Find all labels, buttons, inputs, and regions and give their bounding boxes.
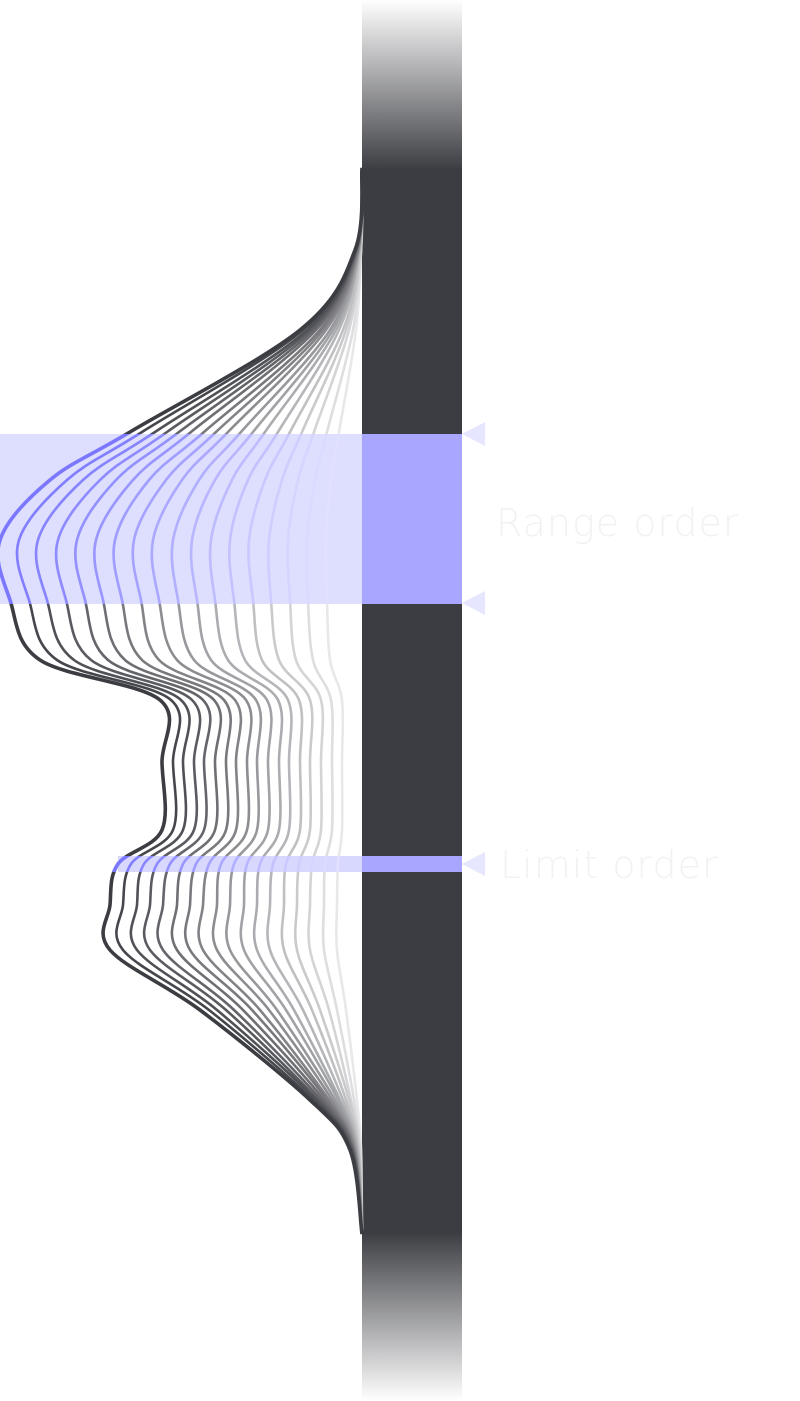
price-bar-fade-bottom [362,1232,462,1401]
liquidity-curve [170,167,364,1235]
liquidity-curve [286,167,364,1235]
liquidity-curve [93,167,364,1235]
liquidity-curve [34,167,364,1235]
liquidity-curves [0,167,364,1235]
liquidity-curve [54,167,364,1235]
liquidity-curve [189,167,364,1235]
liquidity-curve [305,167,364,1235]
liquidity-curve [208,167,364,1235]
range-order-label: Range order [496,501,740,545]
limit-order-marker [462,852,485,876]
liquidity-curve [112,167,364,1235]
liquidity-curve [15,167,364,1235]
limit-order-band [111,856,462,872]
range-order-lower-marker [462,591,485,615]
liquidity-curve [131,167,364,1235]
range-order-band [0,434,462,604]
liquidity-curve [150,167,364,1235]
liquidity-curve [267,167,364,1235]
liquidity-curve [324,167,364,1235]
limit-order-label: Limit order [500,843,719,887]
limit-order-bar-segment [362,856,462,872]
liquidity-curve [0,167,364,1235]
price-bar [362,0,462,1401]
liquidity-curve [74,167,364,1235]
price-bar-fade-top [362,0,462,170]
range-order-upper-marker [462,422,485,446]
price-bar-solid [362,168,462,1234]
liquidity-curve [228,167,364,1235]
liquidity-curve [247,167,364,1235]
range-order-bar-segment [362,434,462,604]
